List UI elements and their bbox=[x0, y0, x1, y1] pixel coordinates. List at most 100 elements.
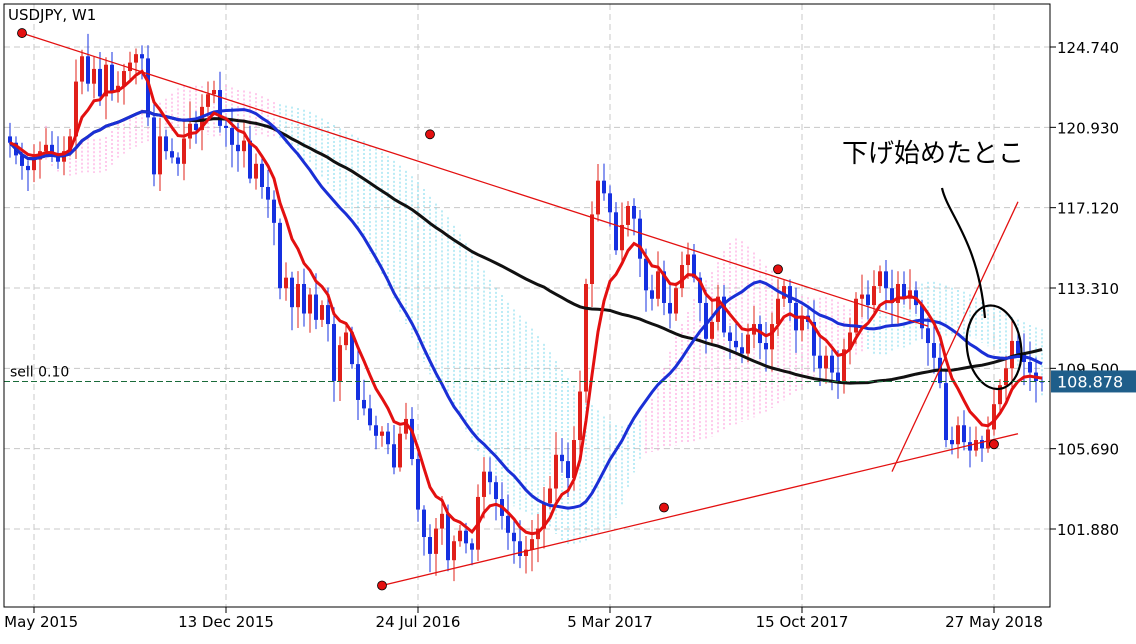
trendline bbox=[21, 32, 929, 327]
candle-body bbox=[284, 277, 288, 289]
candle-body bbox=[950, 440, 954, 445]
candle-body bbox=[158, 136, 162, 175]
candle-body bbox=[710, 321, 714, 339]
candle-body bbox=[428, 537, 432, 554]
candle-body bbox=[320, 305, 324, 320]
candle-body bbox=[566, 461, 570, 478]
candle-body bbox=[230, 127, 234, 145]
x-tick-label: 3 May 2015 bbox=[0, 613, 78, 631]
candle-body bbox=[1016, 340, 1020, 354]
candle-body bbox=[302, 283, 306, 314]
candle-body bbox=[998, 385, 1002, 405]
candle-body bbox=[620, 224, 624, 251]
candle-body bbox=[26, 165, 30, 171]
candle-body bbox=[128, 62, 132, 72]
candle-body bbox=[314, 294, 318, 320]
candle-body bbox=[122, 71, 126, 86]
candle-body bbox=[488, 471, 492, 483]
candle-body bbox=[86, 56, 90, 84]
candle-body bbox=[692, 254, 696, 278]
candle-body bbox=[572, 440, 576, 478]
candle-body bbox=[560, 454, 564, 462]
annotation-text: 下げ始めたとこ bbox=[842, 139, 1024, 169]
candle-body bbox=[542, 503, 546, 529]
candle-body bbox=[602, 180, 606, 194]
y-tick-label: 105.690 bbox=[1057, 441, 1119, 459]
candle-body bbox=[908, 290, 912, 299]
candle-body bbox=[80, 56, 84, 82]
candle-body bbox=[446, 513, 450, 561]
candle-body bbox=[206, 94, 210, 107]
candle-body bbox=[788, 286, 792, 303]
candle-body bbox=[584, 283, 588, 392]
moving-averages bbox=[8, 69, 1043, 536]
candle-body bbox=[50, 144, 54, 154]
candle-body bbox=[200, 106, 204, 131]
candle-body bbox=[260, 163, 264, 188]
candle-body bbox=[440, 513, 444, 529]
candle-body bbox=[272, 199, 276, 223]
candle-body bbox=[1028, 362, 1032, 373]
candle-body bbox=[812, 321, 816, 356]
candle-body bbox=[32, 159, 36, 171]
candle-body bbox=[338, 345, 342, 381]
candle-body bbox=[362, 399, 366, 409]
candle-body bbox=[458, 530, 462, 542]
candle-body bbox=[704, 302, 708, 339]
y-tick-label: 120.930 bbox=[1057, 119, 1119, 137]
candle-body bbox=[1004, 368, 1008, 386]
price-axis: 124.740120.930117.120113.310109.500105.6… bbox=[1050, 39, 1119, 539]
hand-drawn-circle bbox=[965, 304, 1023, 391]
x-tick-label: 24 Jul 2016 bbox=[376, 613, 461, 631]
candle-body bbox=[656, 271, 660, 299]
candle-body bbox=[524, 549, 528, 556]
time-axis: 3 May 2015 13 Dec 2015 24 Jul 2016 5 Mar 20… bbox=[0, 607, 1043, 631]
candle-body bbox=[134, 54, 138, 63]
candle-body bbox=[176, 157, 180, 164]
candle-body bbox=[800, 315, 804, 331]
candle-body bbox=[644, 258, 648, 291]
candle-body bbox=[296, 283, 300, 308]
candle-body bbox=[848, 332, 852, 350]
candle-body bbox=[98, 68, 102, 97]
candle-body bbox=[104, 64, 108, 97]
candle-body bbox=[254, 163, 258, 179]
current-price-box bbox=[1051, 370, 1136, 393]
x-tick-label: 13 Dec 2015 bbox=[178, 613, 274, 631]
candle-body bbox=[734, 340, 738, 348]
candle-body bbox=[464, 530, 468, 544]
candle-body bbox=[386, 431, 390, 445]
candle-body bbox=[392, 444, 396, 468]
y-tick-label: 124.740 bbox=[1057, 39, 1119, 57]
candle-body bbox=[248, 140, 252, 179]
candle-body bbox=[170, 151, 174, 158]
candle-body bbox=[830, 355, 834, 373]
candle-body bbox=[968, 442, 972, 451]
x-tick-label: 27 May 2018 bbox=[945, 613, 1043, 631]
trendline-anchor bbox=[17, 28, 27, 38]
candle-body bbox=[494, 482, 498, 500]
candle-body bbox=[374, 425, 378, 436]
candle-body bbox=[452, 541, 456, 561]
candle-body bbox=[722, 296, 726, 333]
trendline-anchor bbox=[425, 129, 435, 140]
candle-body bbox=[668, 302, 672, 314]
candle-body bbox=[974, 440, 978, 451]
candle-body bbox=[332, 324, 336, 381]
candle-body bbox=[326, 305, 330, 325]
hand-drawn-pointer bbox=[940, 187, 987, 319]
candle-body bbox=[518, 541, 522, 556]
candle-body bbox=[434, 528, 438, 554]
sell-order-label: sell 0.10 bbox=[10, 364, 69, 380]
candle-body bbox=[740, 347, 744, 354]
candle-body bbox=[854, 298, 858, 333]
candle-body bbox=[836, 372, 840, 384]
trendline-anchor bbox=[377, 580, 387, 591]
candle-body bbox=[188, 123, 192, 139]
candle-body bbox=[416, 458, 420, 510]
candle-body bbox=[920, 305, 924, 329]
candle-body bbox=[290, 277, 294, 308]
candle-body bbox=[590, 214, 594, 284]
y-tick-label: 101.880 bbox=[1057, 521, 1119, 539]
drawn-annotations bbox=[940, 187, 1023, 391]
